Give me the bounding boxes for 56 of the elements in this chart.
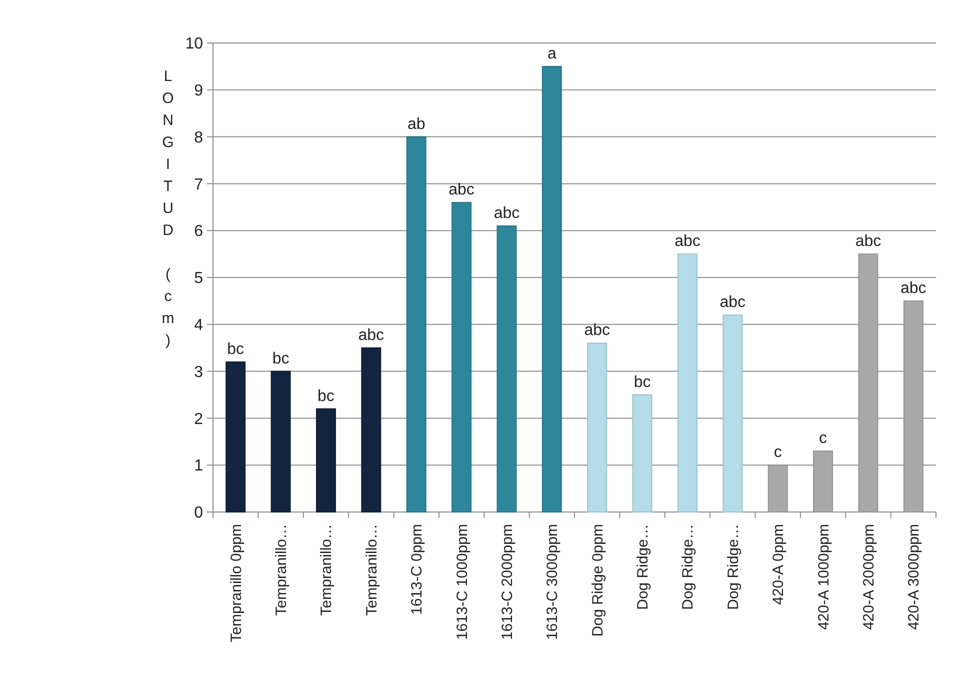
bar: [226, 361, 246, 512]
y-tick-label: 0: [194, 504, 204, 522]
x-tick-label: Tempranillo 0ppm: [228, 524, 245, 642]
x-tick-label: 420-A 2000ppm: [860, 524, 878, 630]
data-label: a: [547, 45, 556, 62]
y-tick-label: 9: [194, 82, 204, 100]
data-label: abc: [855, 233, 882, 250]
x-tick-label: 1613-C 3000ppm: [544, 524, 562, 640]
bar: [722, 314, 743, 512]
y-tick-label: 7: [194, 176, 204, 194]
x-tick-label: Dog Ridge…: [680, 524, 697, 610]
y-tick-label: 2: [194, 410, 204, 428]
bar: [542, 66, 562, 512]
y-tick-label: 6: [194, 223, 204, 240]
x-tick-label: 420-A 1000ppm: [815, 524, 832, 630]
y-tick-label: 10: [185, 36, 204, 53]
bar: [677, 254, 698, 512]
x-tick-label: Tempranillo…: [363, 524, 380, 616]
data-label: ab: [407, 116, 426, 133]
bar: [270, 370, 291, 512]
bar: [496, 225, 517, 512]
x-tick-label: Dog Ridge…: [724, 524, 742, 610]
data-label: abc: [674, 233, 700, 250]
y-axis-title: LONGITUD (cm): [160, 68, 176, 354]
y-tick-label: 5: [194, 270, 204, 288]
y-tick-label: 3: [194, 364, 204, 381]
data-label: abc: [584, 322, 610, 340]
bar: [587, 342, 608, 512]
x-tick-label: 1613-C 2000ppm: [498, 524, 516, 640]
data-label: abc: [358, 326, 384, 344]
data-label: bc: [272, 350, 290, 368]
bar: [452, 202, 472, 512]
data-label: abc: [448, 181, 474, 198]
x-tick-label: 1613-C 1000ppm: [454, 524, 471, 640]
data-label: c: [819, 430, 828, 448]
x-tick-label: Dog Ridge…: [634, 524, 652, 610]
bar: [361, 347, 382, 512]
data-label: c: [774, 444, 782, 462]
y-tick-label: 4: [194, 317, 204, 334]
bar: [406, 136, 426, 512]
x-tick-label: Tempranillo…: [273, 524, 290, 616]
data-label: abc: [494, 204, 520, 222]
bar: [316, 408, 336, 512]
data-label: bc: [318, 388, 334, 405]
data-label: bc: [634, 374, 651, 391]
data-label: abc: [900, 280, 926, 297]
data-label: abc: [720, 294, 746, 312]
y-tick-label: 1: [194, 458, 204, 475]
y-tick-label: 8: [194, 129, 204, 146]
x-tick-label: 420-A 3000ppm: [906, 524, 923, 630]
data-label: bc: [227, 340, 244, 358]
x-tick-label: 420-A 0ppm: [770, 524, 788, 605]
x-tick-label: Dog Ridge 0ppm: [589, 524, 606, 637]
bar: [632, 394, 652, 512]
x-tick-label: 1613-C 0ppm: [408, 524, 426, 615]
x-tick-label: Tempranillo…: [318, 524, 336, 616]
